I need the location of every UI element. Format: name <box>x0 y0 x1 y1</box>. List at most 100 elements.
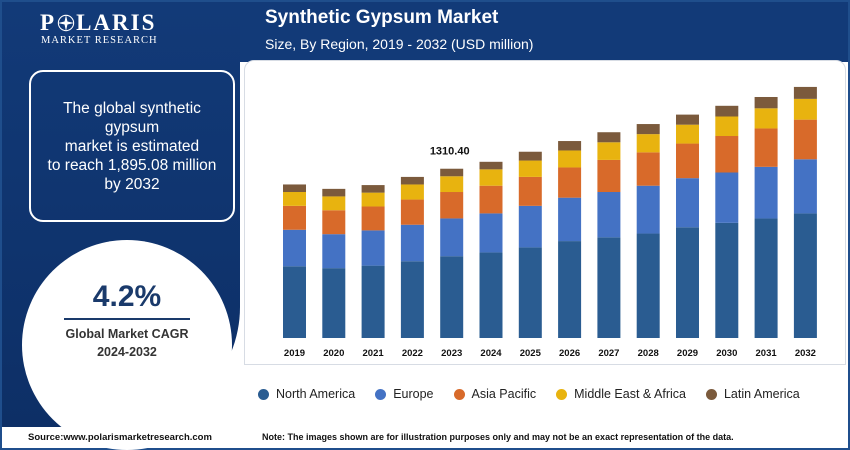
bar-segment-2031-europe <box>754 166 778 219</box>
bar-segment-2020-north-america <box>322 268 346 338</box>
bar-segment-2028-middle-east-africa <box>636 134 660 153</box>
data-label-2023: 1310.40 <box>430 146 470 158</box>
x-tick-label-2031: 2031 <box>756 348 778 359</box>
bar-segment-2026-europe <box>558 197 582 242</box>
bar-segment-2021-latin-america <box>361 185 385 193</box>
legend-label-north-america: North America <box>276 387 356 401</box>
bar-segment-2025-middle-east-africa <box>518 160 542 177</box>
legend-label-middle-east-africa: Middle East & Africa <box>574 387 686 401</box>
bar-segment-2024-asia-pacific <box>479 185 503 214</box>
cagr-label: Global Market CAGR 2024-2032 <box>22 325 232 361</box>
x-tick-label-2019: 2019 <box>284 348 305 359</box>
bar-segment-2023-latin-america <box>440 168 464 177</box>
cagr-circle: 4.2% Global Market CAGR 2024-2032 <box>22 240 232 450</box>
chart-legend: North America Europe Asia Pacific Middle Ea… <box>258 387 848 401</box>
bar-segment-2021-europe <box>361 230 385 266</box>
x-tick-label-2025: 2025 <box>520 348 542 359</box>
bar-segment-2028-asia-pacific <box>636 152 660 186</box>
cagr-label-line1: Global Market CAGR <box>65 327 189 341</box>
legend-swatch-north-america <box>258 388 269 400</box>
bar-segment-2020-latin-america <box>322 188 346 197</box>
bar-segment-2021-north-america <box>361 265 385 338</box>
bar-segment-2031-asia-pacific <box>754 128 778 167</box>
market-estimate-box: The global synthetic gypsum market is es… <box>29 70 235 222</box>
legend-swatch-europe <box>375 388 387 400</box>
bar-segment-2019-north-america <box>283 266 306 338</box>
legend-label-latin-america: Latin America <box>723 387 800 401</box>
bar-segment-2019-latin-america <box>283 184 306 193</box>
chart-title: Synthetic Gypsum Market <box>265 7 499 28</box>
cagr-label-line2: 2024-2032 <box>97 345 157 359</box>
chart-subtitle: Size, By Region, 2019 - 2032 (USD millio… <box>265 36 534 52</box>
bar-segment-2025-europe <box>518 205 542 248</box>
logo-tagline: MARKET RESEARCH <box>41 35 158 46</box>
x-tick-label-2027: 2027 <box>598 348 619 359</box>
bar-segment-2023-middle-east-africa <box>440 176 464 193</box>
logo-letter-p: P <box>40 10 57 35</box>
bar-segment-2032-middle-east-africa <box>793 98 817 120</box>
market-estimate-text: The global synthetic gypsum market is es… <box>47 99 217 193</box>
bar-segment-2026-latin-america <box>558 141 582 151</box>
bar-segment-2021-middle-east-africa <box>361 192 385 207</box>
legend-label-europe: Europe <box>393 387 434 401</box>
bar-segment-2024-north-america <box>479 252 503 338</box>
legend-item-latin-america: Latin America <box>705 387 800 401</box>
header-band <box>240 2 848 62</box>
legend-item-europe: Europe <box>375 387 434 401</box>
bar-segment-2022-europe <box>400 224 424 262</box>
bar-segment-2022-latin-america <box>400 176 424 185</box>
x-tick-label-2028: 2028 <box>638 348 659 359</box>
bar-segment-2030-europe <box>715 172 739 223</box>
bar-segment-2019-middle-east-africa <box>283 192 306 206</box>
bar-segment-2020-asia-pacific <box>322 210 346 235</box>
bar-segment-2025-latin-america <box>518 151 542 161</box>
bar-segment-2027-europe <box>597 192 621 238</box>
bar-segment-2032-latin-america <box>793 86 817 99</box>
legend-item-asia-pacific: Asia Pacific <box>453 387 536 401</box>
bar-segment-2023-europe <box>440 218 464 257</box>
legend-item-north-america: North America <box>258 387 355 401</box>
bar-segment-2030-asia-pacific <box>715 136 739 173</box>
bar-segment-2027-asia-pacific <box>597 159 621 193</box>
bar-segment-2020-middle-east-africa <box>322 196 346 211</box>
logo-letters-laris: LARIS <box>76 10 157 35</box>
bar-segment-2032-asia-pacific <box>793 119 817 160</box>
bar-segment-2023-north-america <box>440 256 464 338</box>
legend-swatch-asia-pacific <box>453 388 465 400</box>
bar-segment-2021-asia-pacific <box>361 206 385 231</box>
stacked-bar-chart: 2019 2020 2021 2022 2023 1310.40 2024 2025 2026 2… <box>283 86 817 359</box>
bar-segment-2019-europe <box>283 229 306 267</box>
legend-swatch-middle-east-africa <box>556 388 568 400</box>
bar-segment-2027-latin-america <box>597 132 621 143</box>
bar-segment-2023-asia-pacific <box>440 192 464 219</box>
bar-segment-2020-europe <box>322 234 346 269</box>
x-tick-label-2023: 2023 <box>441 348 462 359</box>
bar-segment-2025-asia-pacific <box>518 176 542 206</box>
compass-star-icon <box>57 14 75 32</box>
x-tick-label-2024: 2024 <box>480 348 502 359</box>
x-tick-label-2032: 2032 <box>795 348 816 359</box>
bar-segment-2024-middle-east-africa <box>479 169 503 186</box>
bar-segment-2031-middle-east-africa <box>754 108 778 129</box>
bar-segment-2026-middle-east-africa <box>558 150 582 168</box>
bar-segment-2030-north-america <box>715 222 739 338</box>
footer-source: Source:www.polarismarketresearch.com <box>28 432 212 443</box>
bar-segment-2025-north-america <box>518 247 542 338</box>
x-tick-label-2021: 2021 <box>363 348 385 359</box>
bar-segment-2024-latin-america <box>479 161 503 170</box>
x-tick-label-2022: 2022 <box>402 348 423 359</box>
bar-segment-2022-north-america <box>400 261 424 338</box>
bar-segment-2030-latin-america <box>715 105 739 117</box>
bar-segment-2024-europe <box>479 213 503 253</box>
bar-segment-2028-europe <box>636 185 660 234</box>
bar-segment-2029-latin-america <box>676 114 699 125</box>
bar-segment-2029-north-america <box>676 227 699 338</box>
cagr-divider <box>64 318 190 320</box>
bar-segment-2032-europe <box>793 159 817 214</box>
bar-segment-2029-middle-east-africa <box>676 124 699 144</box>
bar-segment-2027-middle-east-africa <box>597 142 621 160</box>
x-tick-label-2026: 2026 <box>559 348 580 359</box>
bar-segment-2027-north-america <box>597 237 621 338</box>
legend-item-middle-east-africa: Middle East & Africa <box>556 387 686 401</box>
